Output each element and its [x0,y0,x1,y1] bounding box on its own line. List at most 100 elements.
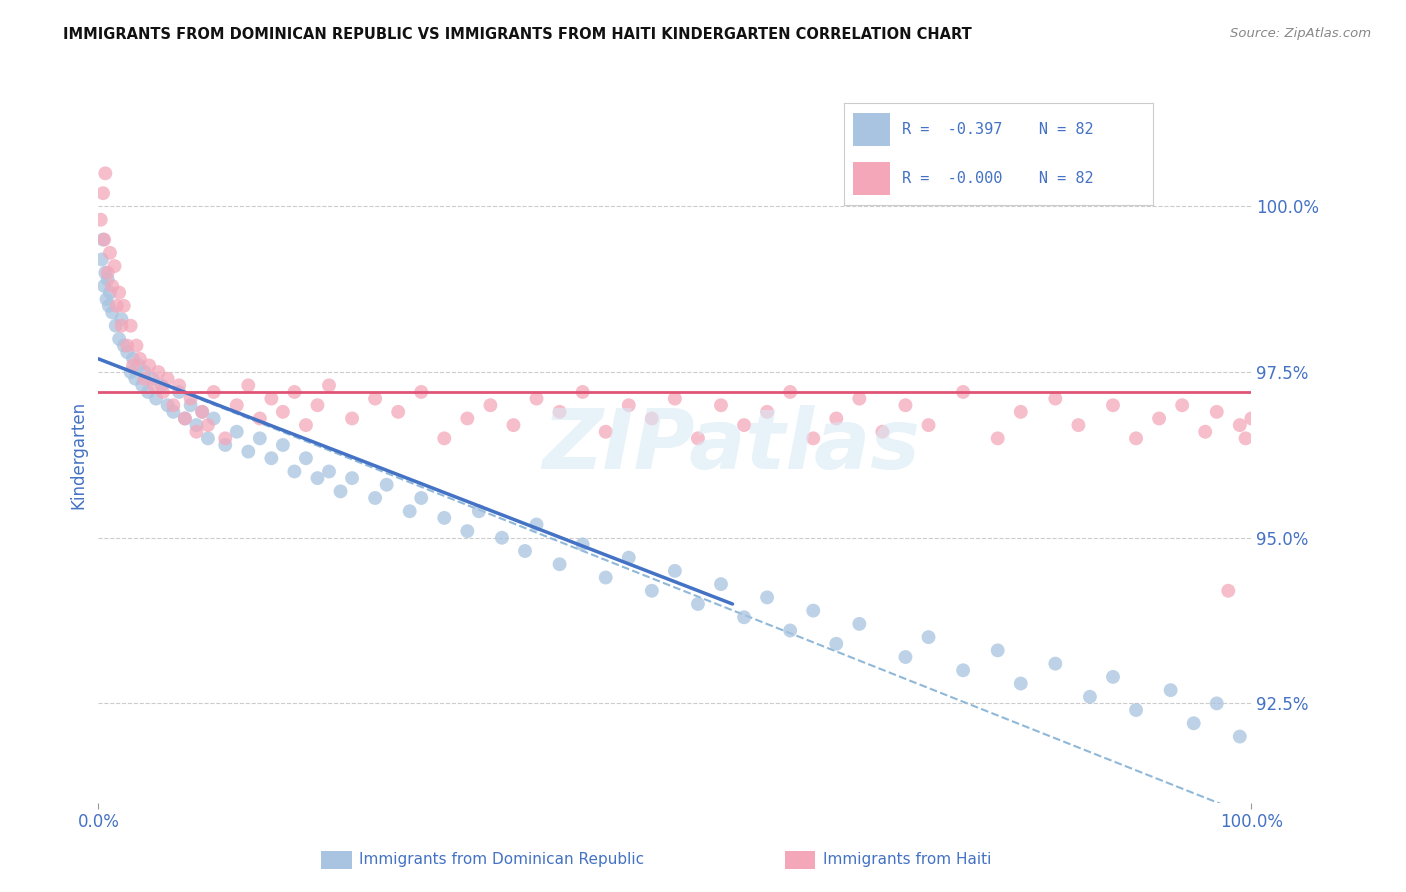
Point [848,616,870,631]
Point [710,577,733,591]
Point [174,411,197,425]
Y-axis label: Kindergarten: Kindergarten [69,401,87,509]
Point [122,351,145,366]
Point [125,338,148,352]
Point [98,245,121,260]
Point [364,392,387,406]
Point [526,517,548,532]
Point [1102,398,1125,412]
Point [117,345,139,359]
Point [894,398,917,412]
Point [96,292,118,306]
Point [98,285,121,300]
Point [162,398,184,412]
Point [186,425,208,439]
Point [108,332,131,346]
Point [872,425,894,439]
Text: IMMIGRANTS FROM DOMINICAN REPUBLIC VS IMMIGRANTS FROM HAITI KINDERGARTEN CORRELA: IMMIGRANTS FROM DOMINICAN REPUBLIC VS IM… [63,27,972,42]
Point [952,663,974,677]
Point [91,233,114,247]
Point [801,604,824,618]
Point [1102,670,1125,684]
Point [387,405,409,419]
Point [375,477,398,491]
Point [180,392,202,406]
Point [94,166,117,180]
Point [1229,730,1251,744]
Point [664,392,686,406]
Point [112,299,135,313]
Point [1205,405,1227,419]
Point [433,431,456,445]
Point [340,471,363,485]
Point [156,372,179,386]
Point [124,372,146,386]
Point [191,405,214,419]
Point [295,451,318,466]
Point [162,405,184,419]
Text: Immigrants from Dominican Republic: Immigrants from Dominican Republic [359,853,644,867]
Point [128,359,150,373]
Point [617,398,640,412]
Point [318,465,340,479]
Point [571,537,593,551]
Point [283,384,305,399]
Point [225,425,247,439]
Point [110,312,132,326]
Text: R =  -0.397    N = 82: R = -0.397 N = 82 [903,121,1094,136]
Point [93,233,115,247]
Point [186,418,208,433]
Point [1078,690,1101,704]
Point [94,266,117,280]
Point [214,431,236,445]
Point [571,384,593,399]
Text: ZIPatlas: ZIPatlas [543,406,920,486]
Bar [853,162,890,194]
Point [122,359,145,373]
Point [156,398,179,412]
Point [260,392,283,406]
Point [103,259,125,273]
Point [90,212,112,227]
Point [502,418,524,433]
Point [142,372,165,386]
Point [1045,657,1067,671]
Point [197,418,219,433]
Point [1010,676,1032,690]
Point [1240,411,1263,425]
Point [894,650,917,665]
Point [1205,697,1227,711]
Point [180,398,202,412]
Point [479,398,502,412]
Point [112,338,135,352]
Point [1218,583,1240,598]
Point [108,285,131,300]
Point [1160,683,1182,698]
Point [97,272,120,286]
Point [120,318,142,333]
Point [101,305,124,319]
Point [271,405,294,419]
Point [101,279,124,293]
Point [456,524,478,538]
Point [548,405,571,419]
Point [90,252,112,267]
Point [617,550,640,565]
Point [398,504,420,518]
Point [756,405,779,419]
Point [307,398,329,412]
Point [174,411,197,425]
Point [1067,418,1090,433]
Point [848,392,870,406]
Point [710,398,733,412]
Point [595,425,617,439]
Point [491,531,513,545]
Point [134,365,156,379]
Point [513,544,536,558]
Point [91,186,114,201]
Point [779,624,801,638]
Text: Immigrants from Haiti: Immigrants from Haiti [823,853,991,867]
Point [131,378,153,392]
Point [340,411,363,425]
Point [686,597,709,611]
